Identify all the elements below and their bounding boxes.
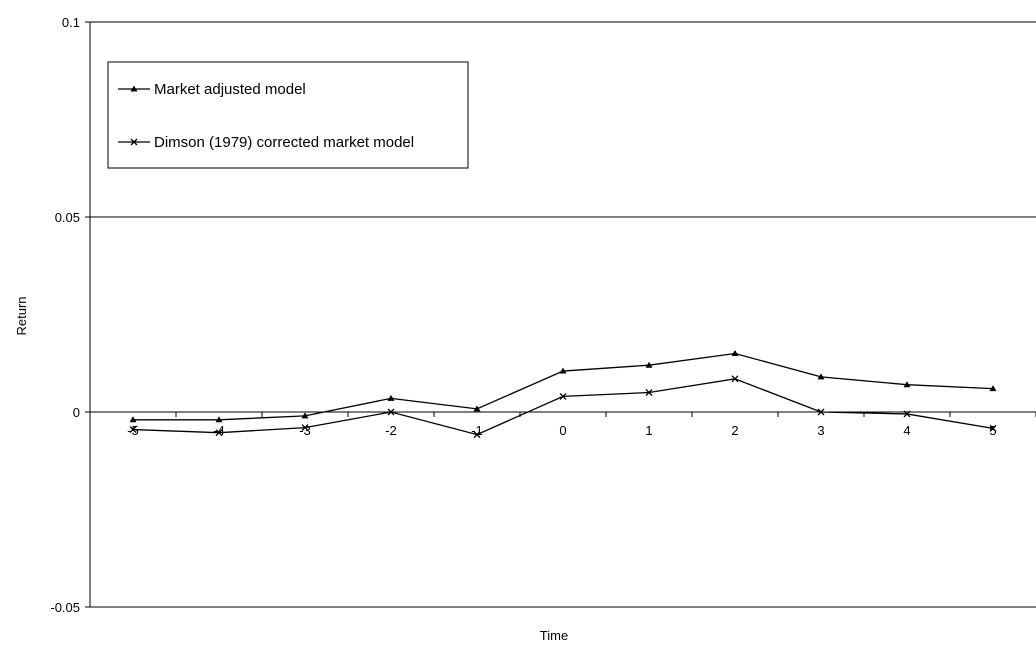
gridlines: [90, 21, 1036, 608]
x-tick-label: 4: [903, 423, 910, 438]
y-tick-label: 0.05: [55, 210, 80, 225]
legend: Market adjusted model Dimson (1979) corr…: [107, 61, 469, 169]
legend-triangle-icon: [130, 85, 138, 92]
y-axis-title: Return: [14, 296, 29, 335]
x-tick-label: -1: [471, 423, 483, 438]
x-marker: [989, 424, 997, 432]
x-tick-label: -2: [385, 423, 397, 438]
y-tick-label: 0.1: [62, 15, 80, 30]
x-marker: [645, 389, 653, 396]
x-marker: [731, 375, 739, 383]
x-tick-label: 1: [645, 423, 652, 438]
series-2: [129, 375, 997, 439]
x-marker: [129, 426, 137, 434]
x-tick-label: -4: [213, 423, 225, 438]
series-layer: [129, 350, 997, 439]
triangle-marker: [301, 412, 309, 419]
triangle-marker: [817, 373, 825, 380]
x-tick-label: 5: [989, 423, 996, 438]
triangle-marker: [387, 394, 395, 401]
x-axis: -5 -4 -3 -2 -1 0 1 2 3 4 5: [89, 411, 1036, 438]
x-marker: [215, 429, 223, 437]
x-marker: [817, 408, 825, 416]
x-tick-label: -3: [299, 423, 311, 438]
series-1: [129, 350, 997, 423]
triangle-marker: [903, 381, 911, 388]
legend-box: [107, 61, 469, 169]
x-axis-title: Time: [540, 628, 568, 643]
x-marker: [559, 392, 567, 400]
x-tick-label: 3: [817, 423, 824, 438]
x-marker: [301, 424, 309, 432]
x-marker: [473, 431, 481, 439]
triangle-marker: [645, 361, 653, 368]
y-tick-label: 0: [73, 405, 80, 420]
x-marker: [903, 410, 911, 418]
legend-x-marker-icon: [130, 138, 138, 146]
triangle-marker: [559, 367, 567, 374]
x-tick-label: 0: [559, 423, 566, 438]
triangle-marker: [473, 405, 481, 412]
x-tick-label: 2: [731, 423, 738, 438]
x-tick-label: -5: [127, 423, 139, 438]
y-axis-ticks: -0.05 0 0.05 0.1: [50, 15, 90, 615]
triangle-marker: [129, 416, 137, 423]
y-tick-label: -0.05: [50, 600, 80, 615]
triangle-marker: [989, 385, 997, 392]
legend-label-market-adjusted: Market adjusted model: [154, 81, 306, 98]
x-marker: [387, 408, 395, 416]
triangle-marker: [731, 350, 739, 356]
legend-label-dimson: Dimson (1979) corrected market model: [154, 134, 414, 151]
triangle-marker: [215, 416, 223, 423]
